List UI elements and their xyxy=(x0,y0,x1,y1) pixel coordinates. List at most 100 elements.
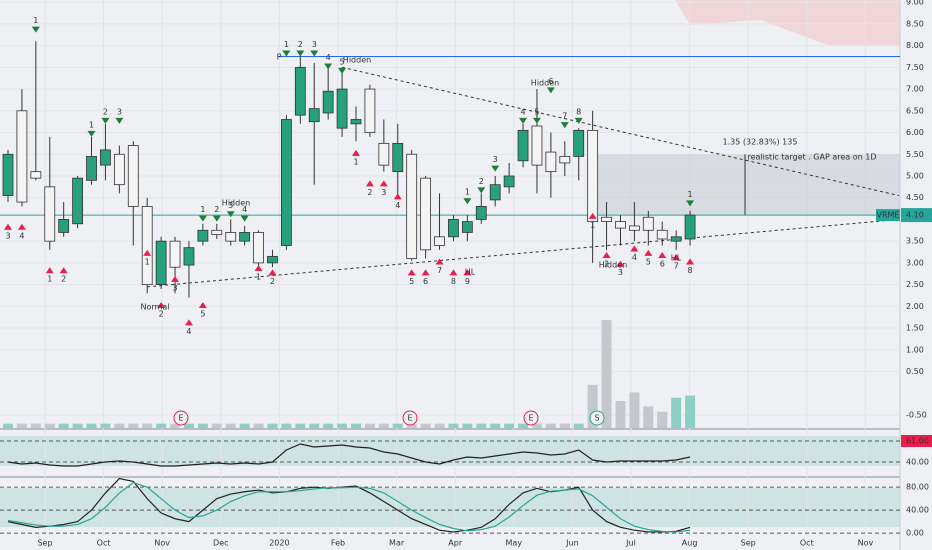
up-arrow xyxy=(379,180,388,187)
indicator-line xyxy=(7,481,691,533)
volume-bar xyxy=(211,423,222,428)
volume-bar xyxy=(573,423,584,428)
y-tick-label: 1.00 xyxy=(906,345,924,354)
y-tick-label: 40.00 xyxy=(906,506,929,515)
marker-label: 3 xyxy=(5,231,10,240)
candle-body xyxy=(2,153,14,196)
up-arrow xyxy=(352,149,360,156)
annotation: E xyxy=(407,414,412,423)
down-arrow xyxy=(212,215,221,222)
candle-body xyxy=(294,66,306,116)
volume-bar xyxy=(3,423,13,428)
x-tick-label: Mar xyxy=(389,539,405,548)
volume-bar xyxy=(86,423,97,428)
marker-label: 1 xyxy=(353,157,358,166)
x-tick-label: Aug xyxy=(682,539,698,548)
annotation: E xyxy=(178,414,183,423)
candle-body xyxy=(72,177,83,225)
marker-label: 6 xyxy=(423,277,428,286)
marker-label: 2 xyxy=(270,277,275,286)
marker-label: 8 xyxy=(688,266,693,275)
volume-bar xyxy=(44,423,55,428)
up-arrow xyxy=(686,258,695,265)
up-arrow xyxy=(59,267,68,274)
down-arrow xyxy=(491,165,500,172)
up-arrow xyxy=(602,252,611,259)
candle-body xyxy=(141,205,153,286)
candle-body xyxy=(642,216,654,231)
level-badge xyxy=(901,435,932,447)
marker-label: 1 xyxy=(89,120,94,129)
candle-body xyxy=(127,145,139,207)
candle-body xyxy=(30,171,42,179)
gap-zone xyxy=(592,154,900,216)
candle-body xyxy=(86,156,97,181)
marker-label: 4 xyxy=(520,107,525,116)
annotation: 1.35 (32.83%) 135 xyxy=(723,138,798,147)
down-arrow xyxy=(101,117,110,124)
annotation: Hidden xyxy=(531,79,559,88)
stoch-band xyxy=(0,488,900,527)
up-arrow xyxy=(4,223,12,230)
volume-bar xyxy=(281,423,292,428)
marker-label: 1 xyxy=(47,275,52,284)
down-arrow xyxy=(310,50,319,57)
candle-body xyxy=(44,186,56,242)
up-arrow xyxy=(365,180,374,187)
volume-bar xyxy=(559,423,570,428)
down-arrow xyxy=(282,50,291,57)
candle-body xyxy=(670,236,682,242)
annotation: E xyxy=(528,414,533,423)
down-arrow xyxy=(546,87,555,94)
candle-body xyxy=(545,151,557,173)
y-tick-label: 0.00 xyxy=(906,529,924,538)
marker-label: 3 xyxy=(172,283,177,292)
x-tick-label: Nov xyxy=(858,539,874,548)
cloud xyxy=(675,0,900,46)
candle-body xyxy=(197,229,209,242)
candle-body xyxy=(406,153,418,259)
candle-body xyxy=(503,175,515,188)
candle-body xyxy=(155,240,167,286)
volume-bar xyxy=(685,395,696,428)
trendline xyxy=(341,66,899,197)
up-arrow xyxy=(45,267,54,274)
annotation: HL xyxy=(465,268,476,277)
annotation: Hidden xyxy=(222,199,250,208)
volume-bar xyxy=(100,423,111,428)
y-tick-label: 5.00 xyxy=(906,171,924,180)
marker-label: 3 xyxy=(618,268,623,277)
marker-label: 1 xyxy=(33,16,38,25)
marker-label: 1 xyxy=(284,40,289,49)
candle-body xyxy=(322,90,334,114)
down-arrow xyxy=(463,198,472,205)
x-tick-label: May xyxy=(506,539,523,548)
marker-label: 1 xyxy=(590,220,595,229)
annotation: HL xyxy=(671,254,682,263)
candle-body xyxy=(392,142,404,173)
volume-bar xyxy=(518,423,529,428)
candle-body xyxy=(378,142,390,166)
candle-body xyxy=(58,219,70,233)
down-arrow xyxy=(560,122,569,129)
volume-bar xyxy=(601,320,612,428)
up-arrow xyxy=(588,212,597,219)
y-tick-label: 8.50 xyxy=(906,19,924,28)
marker-label: 2 xyxy=(479,177,484,186)
marker-label: 2 xyxy=(298,40,303,49)
y-tick-label: 4.50 xyxy=(906,193,924,202)
price-badge xyxy=(901,208,932,223)
annotation: S xyxy=(594,414,599,423)
volume-bar xyxy=(267,423,278,428)
volume-bar xyxy=(462,423,473,428)
candle-body xyxy=(656,229,668,240)
y-tick-label: 1.50 xyxy=(906,324,924,333)
marker-label: 9 xyxy=(465,277,470,286)
y-tick-label: 7.50 xyxy=(906,63,924,72)
down-arrow xyxy=(115,117,124,124)
level-label: 61.00 xyxy=(906,437,929,446)
up-arrow xyxy=(171,275,180,282)
down-arrow xyxy=(574,117,583,124)
marker-label: 7 xyxy=(437,266,442,275)
volume-bar xyxy=(323,423,334,428)
